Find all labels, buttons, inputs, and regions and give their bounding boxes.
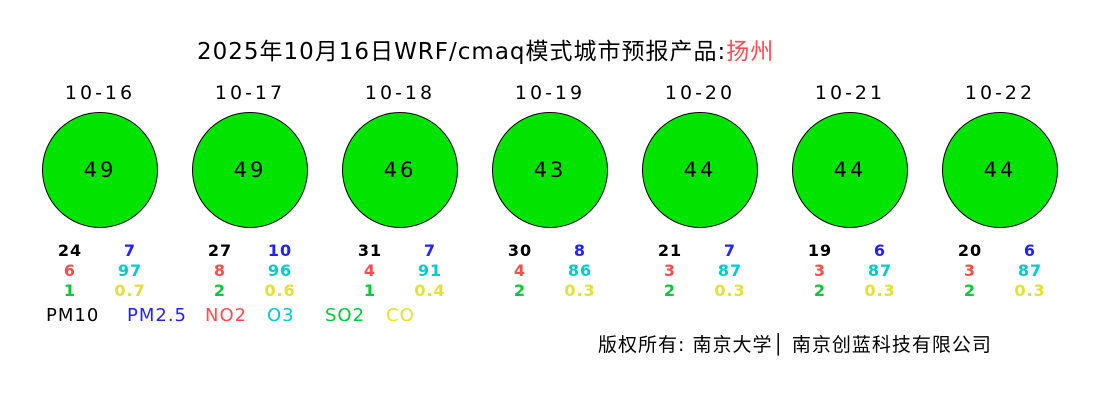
pm25-value: 6 xyxy=(1023,240,1037,260)
copyright-notice: 版权所有: 南京大学│ 南京创蓝科技有限公司 xyxy=(598,334,992,356)
no2-value: 4 xyxy=(363,260,377,280)
so2-value: 2 xyxy=(963,280,977,300)
pollutant-values: 24 7 6 97 1 0.7 xyxy=(40,240,160,300)
aqi-circle: 43 xyxy=(492,112,608,228)
date-label: 10-22 xyxy=(964,82,1036,104)
forecast-day-column: 10-19 43 30 8 4 86 2 0.3 xyxy=(475,82,625,300)
date-label: 10-16 xyxy=(64,82,136,104)
aqi-circle: 44 xyxy=(792,112,908,228)
o3-value: 87 xyxy=(867,260,893,280)
forecast-day-column: 10-22 44 20 6 3 87 2 0.3 xyxy=(925,82,1075,300)
pm10-value: 30 xyxy=(507,240,533,260)
legend-co: CO xyxy=(386,305,415,326)
aqi-circle: 49 xyxy=(192,112,308,228)
co-value: 0.3 xyxy=(1014,280,1046,300)
pm10-value: 21 xyxy=(657,240,683,260)
so2-value: 2 xyxy=(513,280,527,300)
pm10-value: 19 xyxy=(807,240,833,260)
date-label: 10-20 xyxy=(664,82,736,104)
legend-o3: O3 xyxy=(267,305,295,326)
no2-value: 3 xyxy=(813,260,827,280)
pollutant-values: 21 7 3 87 2 0.3 xyxy=(640,240,760,300)
pollutant-values: 20 6 3 87 2 0.3 xyxy=(940,240,1060,300)
aqi-value: 43 xyxy=(533,158,567,182)
aqi-value: 49 xyxy=(83,158,117,182)
legend-pm25: PM2.5 xyxy=(127,305,188,326)
aqi-circle: 44 xyxy=(942,112,1058,228)
aqi-value: 49 xyxy=(233,158,267,182)
aqi-value: 44 xyxy=(983,158,1017,182)
co-value: 0.3 xyxy=(864,280,896,300)
forecast-day-column: 10-16 49 24 7 6 97 1 0.7 xyxy=(25,82,175,300)
o3-value: 91 xyxy=(417,260,443,280)
pollutant-values: 31 7 4 91 1 0.4 xyxy=(340,240,460,300)
aqi-circle: 46 xyxy=(342,112,458,228)
legend-pm10: PM10 xyxy=(46,305,100,326)
forecast-day-column: 10-17 49 27 10 8 96 2 0.6 xyxy=(175,82,325,300)
title-city-name: 扬州 xyxy=(726,39,775,65)
o3-value: 96 xyxy=(267,260,293,280)
o3-value: 87 xyxy=(717,260,743,280)
so2-value: 2 xyxy=(813,280,827,300)
o3-value: 97 xyxy=(117,260,143,280)
so2-value: 2 xyxy=(663,280,677,300)
pm25-value: 6 xyxy=(873,240,887,260)
pm25-value: 7 xyxy=(723,240,737,260)
pollutant-values: 19 6 3 87 2 0.3 xyxy=(790,240,910,300)
pm25-value: 7 xyxy=(423,240,437,260)
forecast-day-column: 10-18 46 31 7 4 91 1 0.4 xyxy=(325,82,475,300)
no2-value: 3 xyxy=(963,260,977,280)
co-value: 0.4 xyxy=(414,280,446,300)
pm10-value: 24 xyxy=(57,240,83,260)
so2-value: 1 xyxy=(363,280,377,300)
legend-no2: NO2 xyxy=(205,305,248,326)
pm25-value: 8 xyxy=(573,240,587,260)
co-value: 0.3 xyxy=(564,280,596,300)
no2-value: 6 xyxy=(63,260,77,280)
aqi-value: 44 xyxy=(833,158,867,182)
pm25-value: 7 xyxy=(123,240,137,260)
so2-value: 1 xyxy=(63,280,77,300)
pollutant-values: 27 10 8 96 2 0.6 xyxy=(190,240,310,300)
aqi-value: 46 xyxy=(383,158,417,182)
forecast-day-column: 10-20 44 21 7 3 87 2 0.3 xyxy=(625,82,775,300)
co-value: 0.6 xyxy=(264,280,296,300)
no2-value: 3 xyxy=(663,260,677,280)
title-text: 2025年10月16日WRF/cmaq模式城市预报产品: xyxy=(197,39,727,65)
aqi-circle: 44 xyxy=(642,112,758,228)
aqi-circle: 49 xyxy=(42,112,158,228)
date-label: 10-18 xyxy=(364,82,436,104)
aqi-value: 44 xyxy=(683,158,717,182)
no2-value: 4 xyxy=(513,260,527,280)
no2-value: 8 xyxy=(213,260,227,280)
page-title: 2025年10月16日WRF/cmaq模式城市预报产品:扬州 xyxy=(197,32,774,66)
so2-value: 2 xyxy=(213,280,227,300)
pm10-value: 20 xyxy=(957,240,983,260)
date-label: 10-21 xyxy=(814,82,886,104)
date-label: 10-17 xyxy=(214,82,286,104)
forecast-day-column: 10-21 44 19 6 3 87 2 0.3 xyxy=(775,82,925,300)
pm25-value: 10 xyxy=(267,240,293,260)
legend-so2: SO2 xyxy=(325,305,366,326)
o3-value: 86 xyxy=(567,260,593,280)
pollutant-values: 30 8 4 86 2 0.3 xyxy=(490,240,610,300)
pollutant-legend: PM10 PM2.5 NO2 O3 SO2 CO xyxy=(0,305,1100,329)
co-value: 0.7 xyxy=(114,280,146,300)
pm10-value: 27 xyxy=(207,240,233,260)
co-value: 0.3 xyxy=(714,280,746,300)
pm10-value: 31 xyxy=(357,240,383,260)
date-label: 10-19 xyxy=(514,82,586,104)
o3-value: 87 xyxy=(1017,260,1043,280)
